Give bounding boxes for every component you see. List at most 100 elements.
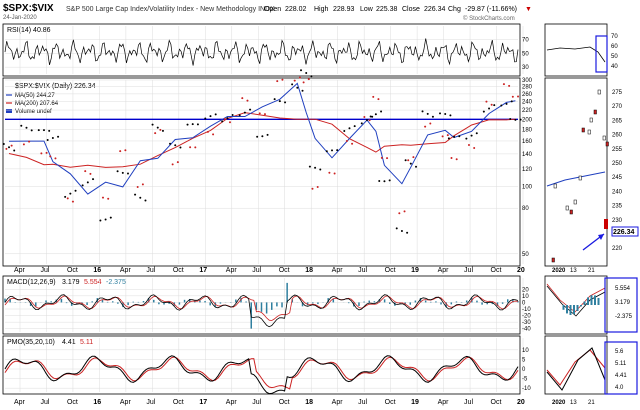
macd-tick-label: -20 [522,314,531,320]
x-axis-label: Apr [120,399,132,406]
price-point [238,114,241,117]
last-value-label: 226.34 [613,229,635,236]
price-tick-label: 120 [522,167,533,173]
price-point [383,180,386,183]
price-point [450,156,453,159]
price-point [40,152,43,155]
price-point [508,84,511,87]
price-point [426,112,429,115]
price-tick-label: 180 [522,128,533,134]
price-point [517,95,520,98]
macd-zoom-value-label: 3.179 [615,300,631,306]
x-axis-label: Oct [67,267,78,274]
close-value: 226.34 [424,6,446,13]
price-zoom-candle [569,209,573,215]
price-point [467,143,470,146]
price-point [64,195,67,198]
price-point [84,170,87,173]
price-point [307,78,310,81]
price-point [319,168,322,171]
price-panel-frame [2,77,521,267]
price-point [415,165,418,168]
last-value-box [611,226,639,237]
price-point [66,197,69,200]
price-point [374,113,377,116]
price-point [363,116,366,119]
macd-legend: MACD(12,26,9) 3.179 5.554 -2.375 [7,279,126,286]
price-point [412,156,415,159]
price-point [266,133,269,136]
pmo-tick-label: 0 [522,367,526,373]
price-point [509,117,512,120]
price-point [107,197,110,200]
grid-layer [5,26,524,392]
price-point [511,95,514,98]
price-point [212,133,215,136]
price-point [89,172,92,175]
x-axis-label: 16 [93,399,101,406]
open-value: 228.02 [285,6,307,13]
price-point [174,144,177,147]
macd-tick-label: 10 [522,294,529,300]
price-point [386,157,389,160]
price-point [314,166,317,169]
x-axis-label: Apr [226,399,238,406]
price-zoom-tick-label: 265 [612,118,623,124]
price-point [490,103,493,106]
price-point [48,129,51,132]
macd-zoom-signal [546,283,606,313]
x-axis-label: Oct [67,399,78,406]
price-zoom-candle [578,175,582,181]
price-tick-label: 100 [522,185,533,191]
x-axis-label: Apr [332,267,344,274]
x-axis-label: Jul [464,399,473,406]
price-point [325,150,328,153]
price-point [214,113,217,116]
pmo-zoom-highlight-box [604,341,638,395]
price-point [206,130,209,133]
x-axis-label: Jul [464,267,473,274]
rsi-tick-label: 70 [522,38,529,44]
macd-tick-label: 0 [522,300,526,306]
price-point [316,185,319,188]
price-zoom-candle [581,127,585,133]
price-point [301,89,304,92]
price-zoom-candle [551,257,555,263]
macd-line [4,294,519,328]
ticks-layer: Apr Apr Jul Jul Oct Oct 16 16 Apr Apr Jul Jul Oct Oct… [14,38,533,406]
price-point [502,83,505,86]
price-point [388,179,391,182]
price-point [378,179,381,182]
price-point [345,139,348,142]
rsi-zoom-highlight-box [595,35,608,73]
last-candle [604,219,608,229]
price-zoom-candle [587,129,591,135]
price-point [139,196,142,199]
price-point [302,81,305,84]
price-point [249,108,252,111]
price-point [424,125,427,128]
x-axis-label: Jul [252,399,261,406]
price-point [447,137,450,140]
price-legend-volume: Volume undef [15,109,52,115]
pmo-tick-label: 5 [522,357,526,363]
price-zoom-tick-label: 245 [612,175,623,181]
price-point [510,100,513,103]
rsi-legend-text: RSI(14) 40.86 [7,27,51,34]
price-point [209,115,212,118]
price-point [171,163,174,166]
price-point [176,161,179,164]
macd-tick-label: 20 [522,287,529,293]
rsi-zoom-frame [544,23,608,77]
pmo-line [4,355,519,395]
x-axis-label: 17 [199,399,207,406]
price-zoom-tick-label: 275 [612,90,623,96]
price-point [261,135,264,138]
price-point [121,171,124,174]
price-point [92,178,95,181]
price-point [194,146,197,149]
x-axis-label: 17 [199,267,207,274]
x-axis-label: Jul [146,267,155,274]
pmo-legend-value-2: 5.11 [80,339,93,346]
pmo-legend-value-1: 4.41 [62,339,76,346]
